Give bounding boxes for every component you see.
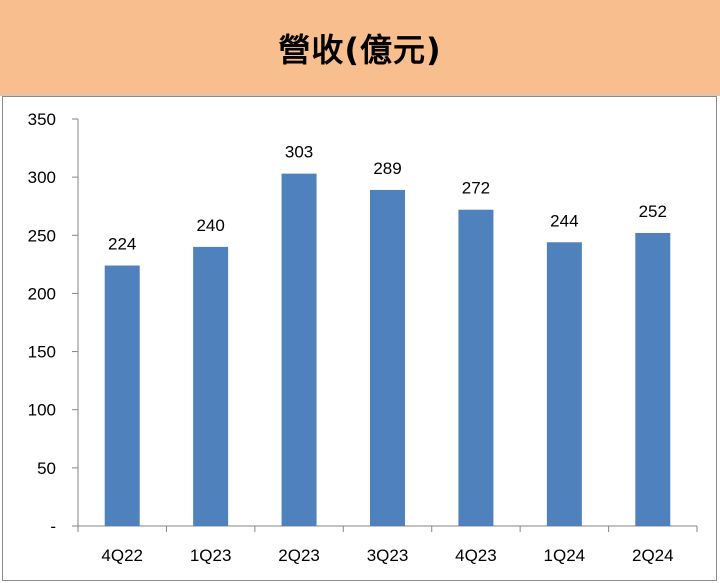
y-tick-label: 150 [28, 343, 56, 362]
x-tick-label: 4Q22 [101, 546, 143, 565]
chart-title: 營收(億元) [278, 30, 442, 69]
bar [635, 232, 671, 526]
data-label: 303 [285, 143, 313, 162]
data-label: 272 [462, 179, 490, 198]
data-label: 240 [196, 216, 224, 235]
bar [104, 265, 140, 526]
x-tick-label: 2Q24 [632, 546, 674, 565]
y-tick-label: 350 [28, 110, 56, 129]
x-tick-label: 2Q23 [278, 546, 320, 565]
y-tick-label: 50 [37, 459, 56, 478]
x-tick-label: 3Q23 [367, 546, 409, 565]
x-tick-label: 1Q24 [544, 546, 586, 565]
y-tick-label: 250 [28, 226, 56, 245]
bar [458, 209, 494, 526]
x-tick-label: 1Q23 [190, 546, 232, 565]
y-tick-label: - [50, 517, 56, 536]
data-label: 252 [639, 202, 667, 221]
bar [281, 173, 317, 526]
data-label: 224 [108, 235, 136, 254]
x-tick-label: 4Q23 [455, 546, 497, 565]
bar [193, 246, 229, 526]
y-tick-label: 100 [28, 401, 56, 420]
data-label: 289 [373, 159, 401, 178]
data-label: 244 [550, 211, 578, 230]
bar [370, 189, 405, 527]
y-tick-label: 300 [28, 168, 56, 187]
y-tick-label: 200 [28, 284, 56, 303]
title-band: 營收(億元) [0, 0, 720, 96]
bar [546, 242, 582, 526]
